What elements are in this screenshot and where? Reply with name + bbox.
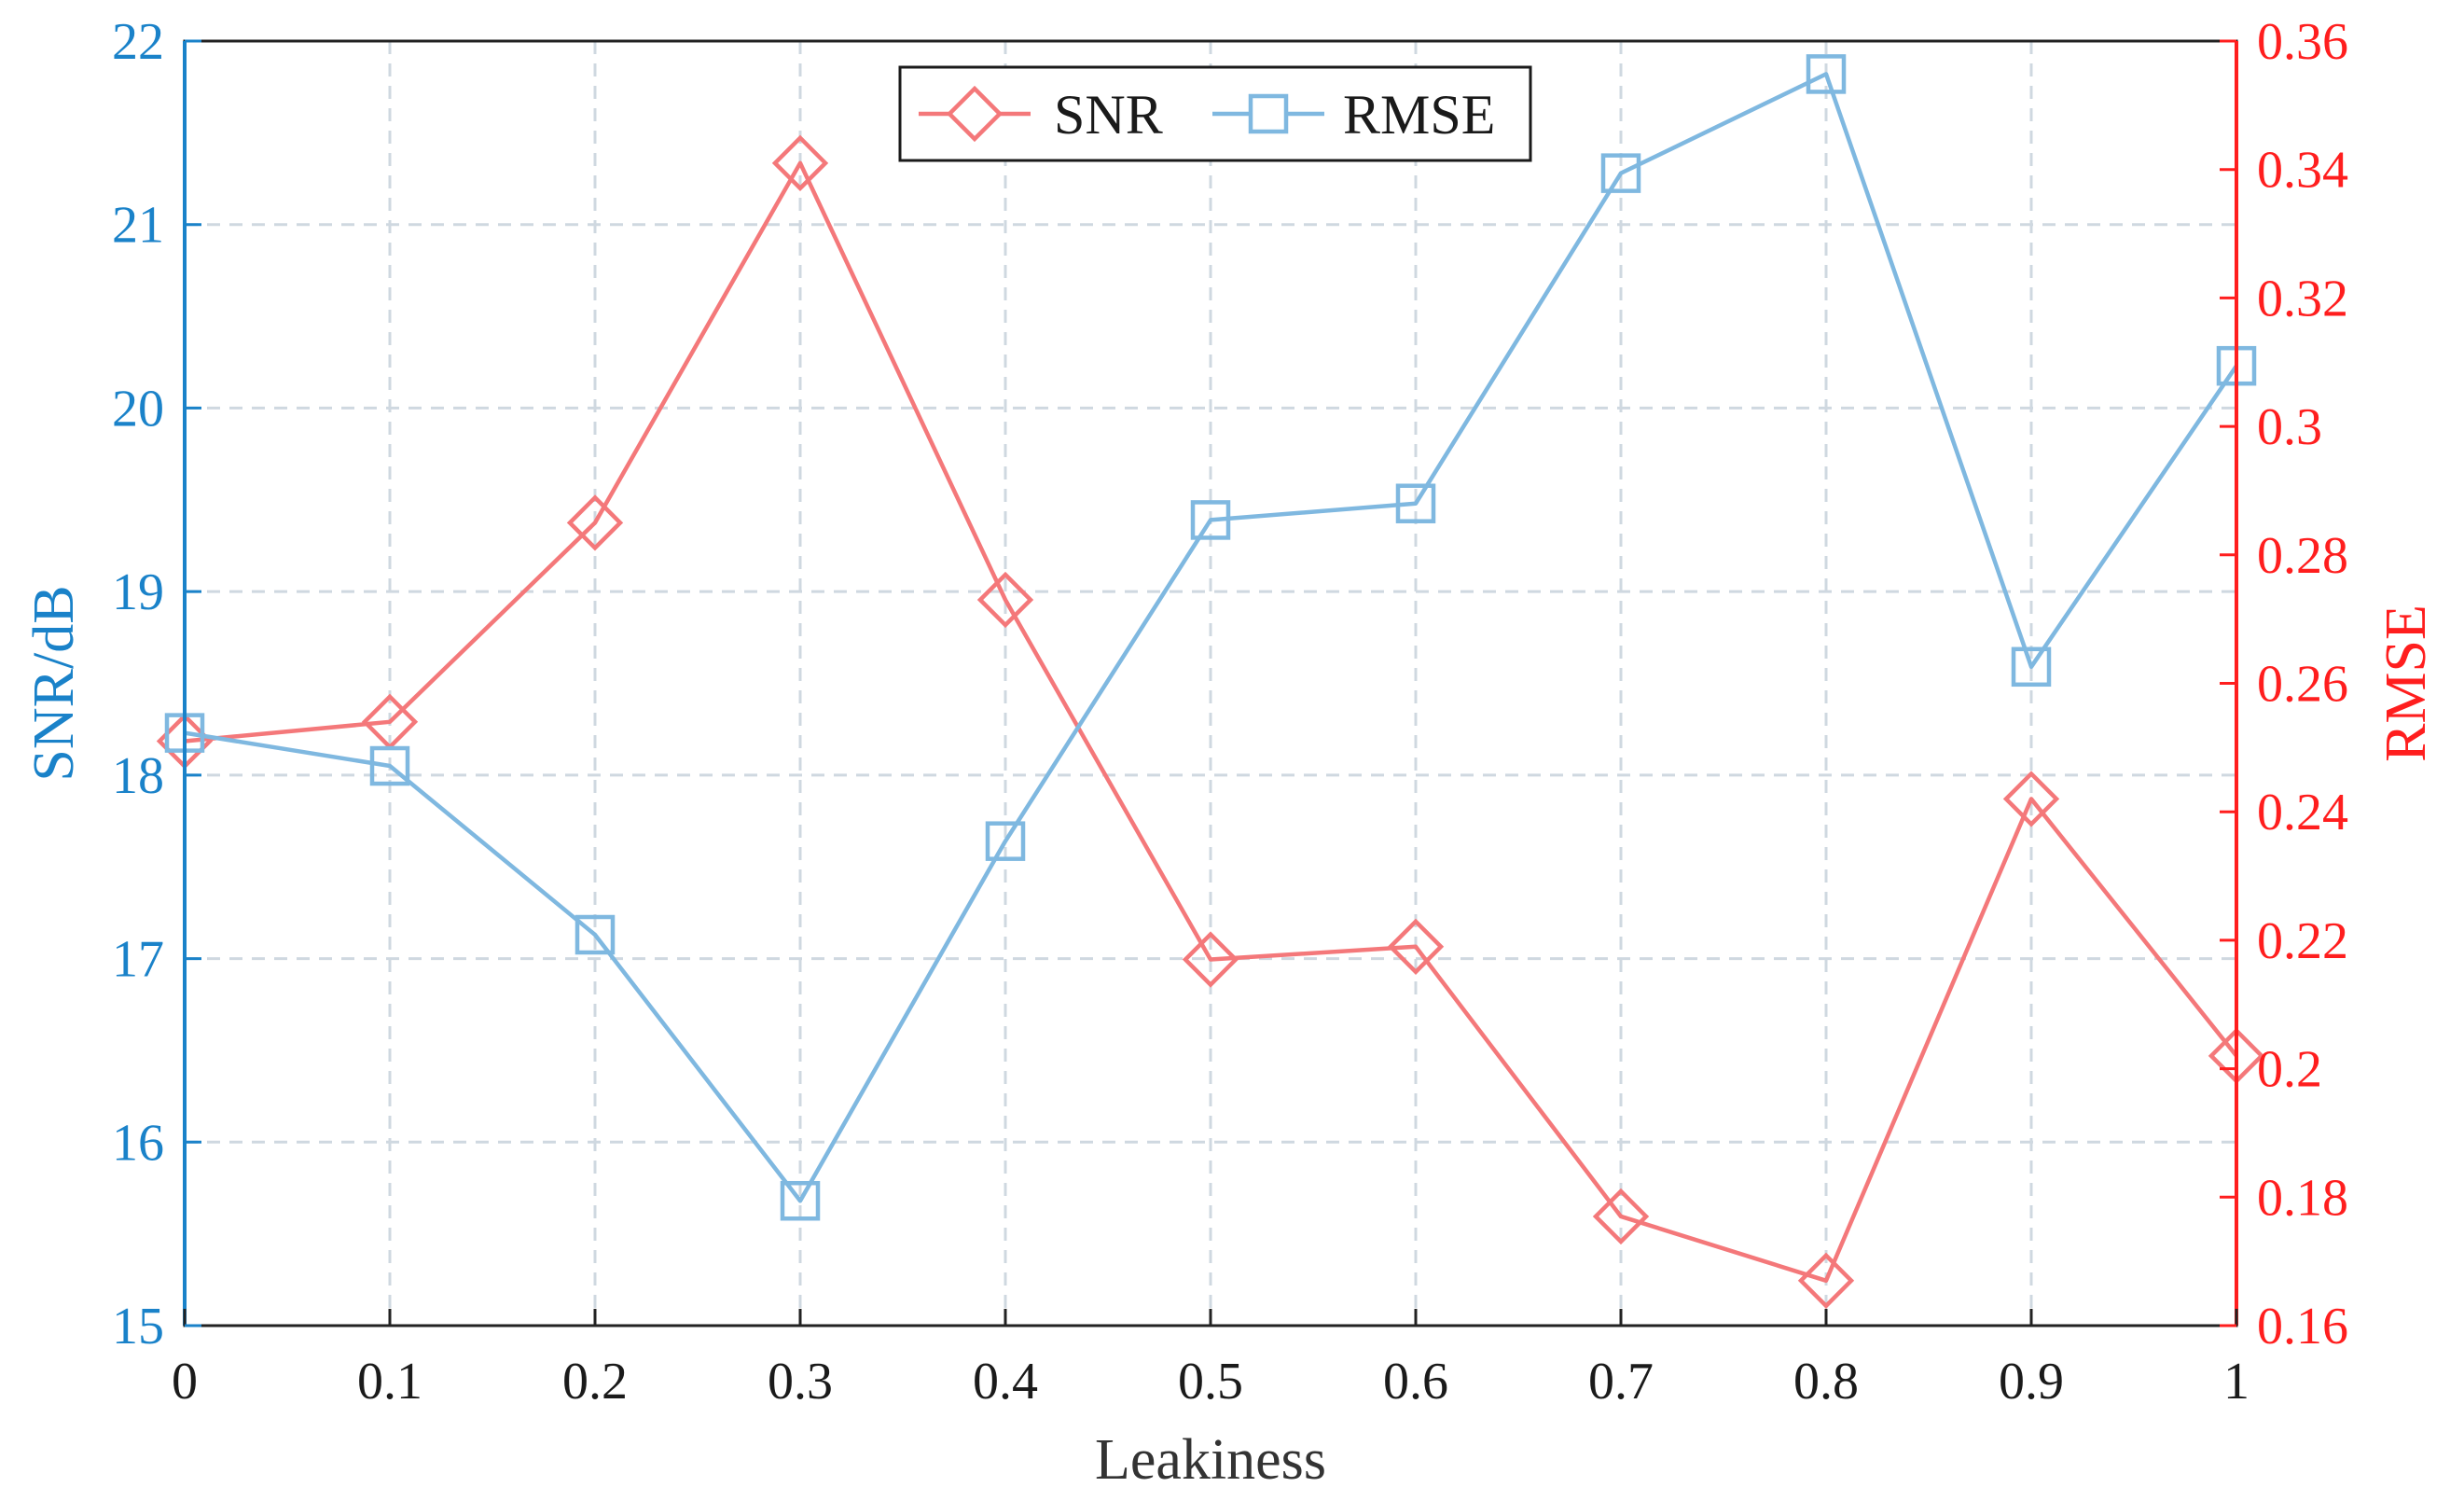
data-point-rmse: [780, 1180, 821, 1221]
y-left-tick-label: 20: [112, 380, 164, 438]
y-left-tick-label: 17: [112, 931, 164, 989]
x-tick-label: 0.7: [1588, 1353, 1654, 1411]
legend-snr-diamond-marker: [946, 85, 1004, 143]
data-point-rmse: [985, 821, 1026, 861]
x-tick-label: 0.9: [1999, 1353, 2064, 1411]
y-right-tick-label: 0.24: [2257, 784, 2348, 841]
data-point-snr: [566, 494, 624, 551]
grid-layer: [185, 41, 2236, 1326]
y-right-axis-title: RMSE: [2374, 605, 2438, 762]
x-tick-label: 0.5: [1178, 1353, 1243, 1411]
series-line-snr: [184, 160, 2238, 1284]
legend-rmse-square-marker: [1248, 93, 1289, 134]
legend-entry-snr: SNR: [919, 84, 1163, 146]
series-snr: [156, 134, 2265, 1309]
y-right-tick-label: 0.22: [2257, 912, 2348, 970]
y-left-tick-label: 16: [112, 1114, 164, 1172]
y-right-tick-label: 0.3: [2257, 398, 2322, 456]
y-right-tick-label: 0.32: [2257, 270, 2348, 327]
data-point-rmse: [1600, 153, 1641, 193]
data-point-snr: [771, 134, 829, 191]
data-point-snr: [1182, 931, 1239, 988]
x-tick-label: 0.4: [973, 1353, 1038, 1411]
y-left-tick-label: 21: [112, 197, 164, 255]
data-point-rmse: [1806, 54, 1847, 94]
y-left-tick-label: 15: [112, 1298, 164, 1355]
data-point-snr: [1592, 1188, 1650, 1245]
series-layer: [156, 54, 2265, 1309]
x-tick-label: 0.2: [562, 1353, 628, 1411]
y-right-tick-label: 0.18: [2257, 1169, 2348, 1227]
legend-snr-label: SNR: [1054, 84, 1163, 146]
data-point-snr: [1387, 918, 1445, 975]
axes-layer: 0 0.1 0.2 0.3 0.4 0.5 0.6 0.7 0.8 0.9 1 15 16 17 18 19 2…: [112, 13, 2348, 1411]
x-tick-label: 0.3: [768, 1353, 833, 1411]
legend: SNR RMSE: [898, 65, 1532, 162]
x-tick-label: 1: [2223, 1353, 2249, 1411]
x-tick-label: 0: [172, 1353, 198, 1411]
data-point-snr: [1797, 1252, 1855, 1309]
y-left-tick-label: 22: [112, 13, 164, 71]
series-rmse: [164, 54, 2257, 1221]
data-point-rmse: [369, 745, 410, 786]
legend-entry-rmse: RMSE: [1212, 84, 1495, 146]
y-left-axis-title: SNR/dB: [22, 585, 86, 781]
y-right-tick-label: 0.2: [2257, 1041, 2322, 1099]
y-right-tick-label: 0.26: [2257, 656, 2348, 714]
data-point-snr: [976, 571, 1034, 629]
legend-rmse-label: RMSE: [1343, 84, 1495, 146]
y-right-tick-label: 0.28: [2257, 527, 2348, 585]
data-point-rmse: [574, 914, 616, 955]
data-point-rmse: [1395, 483, 1436, 523]
y-right-tick-label: 0.16: [2257, 1298, 2348, 1355]
data-point-rmse: [2011, 646, 2052, 688]
x-tick-label: 0.6: [1383, 1353, 1448, 1411]
y-left-tick-label: 19: [112, 563, 164, 621]
y-right-tick-label: 0.36: [2257, 13, 2348, 71]
series-line-rmse: [184, 72, 2238, 1203]
y-left-tick-label: 18: [112, 747, 164, 805]
x-tick-label: 0.1: [357, 1353, 422, 1411]
y-right-tick-label: 0.34: [2257, 142, 2348, 200]
data-point-snr: [2002, 771, 2060, 827]
x-axis-title: Leakiness: [1095, 1428, 1326, 1492]
x-tick-label: 0.8: [1793, 1353, 1859, 1411]
data-point-rmse: [1190, 500, 1231, 540]
plot-frame: [183, 39, 2238, 1327]
